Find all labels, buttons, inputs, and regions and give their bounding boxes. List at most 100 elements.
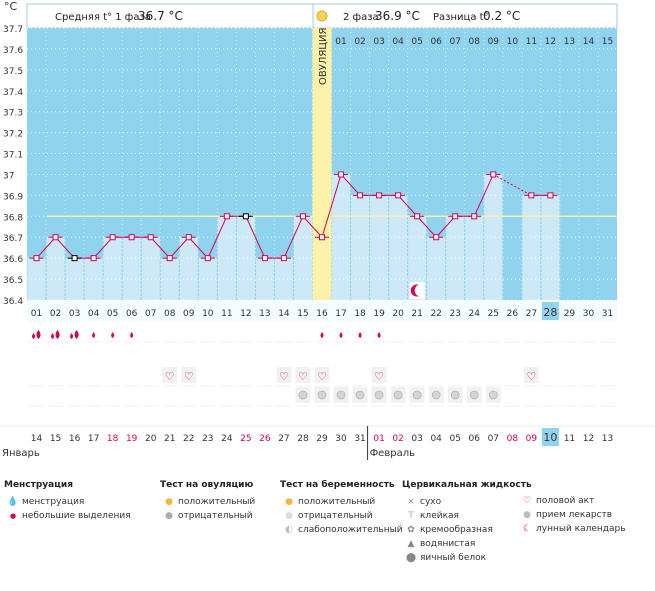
pill-icon [317,390,327,400]
heart-cell [295,367,311,383]
temperature-bar [484,174,503,300]
temperature-point [547,192,554,199]
y-tick-label: 37.2 [3,130,23,140]
legend-item: 💧 менструация [4,495,131,509]
heart-cell [371,367,387,383]
temperature-bar [293,216,312,300]
cycle-day-label: 10 [202,309,214,319]
temperature-point [395,192,402,199]
phase2-day-label: 11 [526,37,537,47]
cycle-day-label: 27 [526,309,537,319]
pill-icon [431,390,441,400]
date-label: 29 [316,434,328,444]
pregnancy-positive-icon: ● [285,497,293,507]
date-label: 18 [107,434,119,444]
temperature-line-gap [493,174,532,196]
legend-item-label: клейкая [420,511,459,521]
cycle-day-label: 15 [297,309,308,319]
phase2-day-label: 07 [449,37,460,47]
legend-item-label: небольшие выделения [22,511,131,521]
pill-icon: ● [523,510,531,520]
small-drop-icon [92,332,96,338]
blood-drops-icon: 💧 [7,497,19,507]
legend-item: ⬤ яичный белок [402,551,532,565]
legend-menstruation-title: Менструация [4,480,73,490]
temperature-bar [46,237,65,300]
temperature-point [33,255,40,262]
cycle-day-label: 22 [430,309,441,319]
heart-icon: ♡ [374,370,384,383]
phase2-day-label: 09 [488,37,500,47]
cycle-day-label: 13 [259,309,270,319]
legend-other: ♡ половой акт ● прием лекарств ☾ лунный кал… [518,494,626,536]
temperature-bar [141,237,160,300]
pregnancy-negative-icon: ● [285,511,293,521]
date-label: 11 [564,434,575,444]
small-drop-icon [320,332,324,338]
phase1-average-value: 36.7 °C [138,9,183,23]
temperature-bar [465,216,484,300]
phase2-average-value: 36.9 °C [375,9,420,23]
temperature-bar [370,195,389,300]
sun-icon-disc [316,10,328,22]
phase2-day-label: 10 [507,37,519,47]
pill-icon [393,390,403,400]
phase2-day-label: 02 [354,37,365,47]
legend-item: ● прием лекарств [518,508,626,522]
cycle-day-label: 16 [316,309,328,319]
sun-icon [312,4,328,28]
legend-ovulation-title: Тест на овуляцию [160,480,254,490]
cycle-day-label: 07 [145,309,156,319]
sticky-icon: ⊤ [407,511,415,521]
temperature-point [280,255,287,262]
date-label: 16 [69,434,81,444]
y-tick-label: 37.3 [3,109,23,119]
blood-drops-icon [32,330,41,339]
legend-item: ● положительный [160,495,255,509]
y-tick-label: 37.4 [3,88,23,98]
legend-item-label: положительный [178,497,256,507]
date-label: 04 [430,434,442,444]
heart-icon: ♡ [522,496,532,506]
moon-icon: ☾ [522,524,532,534]
temperature-point [71,255,78,262]
pill-icon [469,390,479,400]
temperature-point [90,255,97,262]
date-label: 06 [469,434,481,444]
heart-cell [181,367,197,383]
date-label: 23 [202,434,213,444]
date-label: 01 [373,434,384,444]
date-label: 25 [240,434,251,444]
temperature-point [414,213,421,220]
legend-item-label: водянистая [420,539,476,549]
y-tick-label: 37.6 [3,46,23,56]
date-label: 09 [526,434,538,444]
cycle-day-label: 18 [354,309,366,319]
temperature-bar [541,195,560,300]
temperature-point [128,234,135,241]
y-tick-label: 36.5 [3,276,23,286]
date-label: 17 [88,434,99,444]
creamy-icon: ✿ [407,525,415,535]
legend-item-label: сухо [420,497,442,507]
small-drop-icon [339,332,343,338]
current-day-highlight [541,302,559,320]
temperature-point [319,234,325,241]
legend-item-label: прием лекарств [536,510,613,520]
cycle-day-label: 08 [164,309,176,319]
legend-item: ✿ кремообразная [402,523,532,537]
cycle-day-label: 02 [50,309,61,319]
legend-item-label: отрицательный [178,511,253,521]
heart-cell [314,367,330,383]
small-drop-icon [130,332,134,338]
cycle-day-label: 12 [240,309,251,319]
temperature-point [242,213,249,220]
temperature-bar [160,258,179,300]
date-label: 27 [278,434,289,444]
egg-white-icon: ⬤ [405,553,417,563]
pill-icon [450,390,460,400]
unit-label: °C [4,0,18,13]
phase2-day-label: 12 [545,37,556,47]
temperature-point [376,192,383,199]
